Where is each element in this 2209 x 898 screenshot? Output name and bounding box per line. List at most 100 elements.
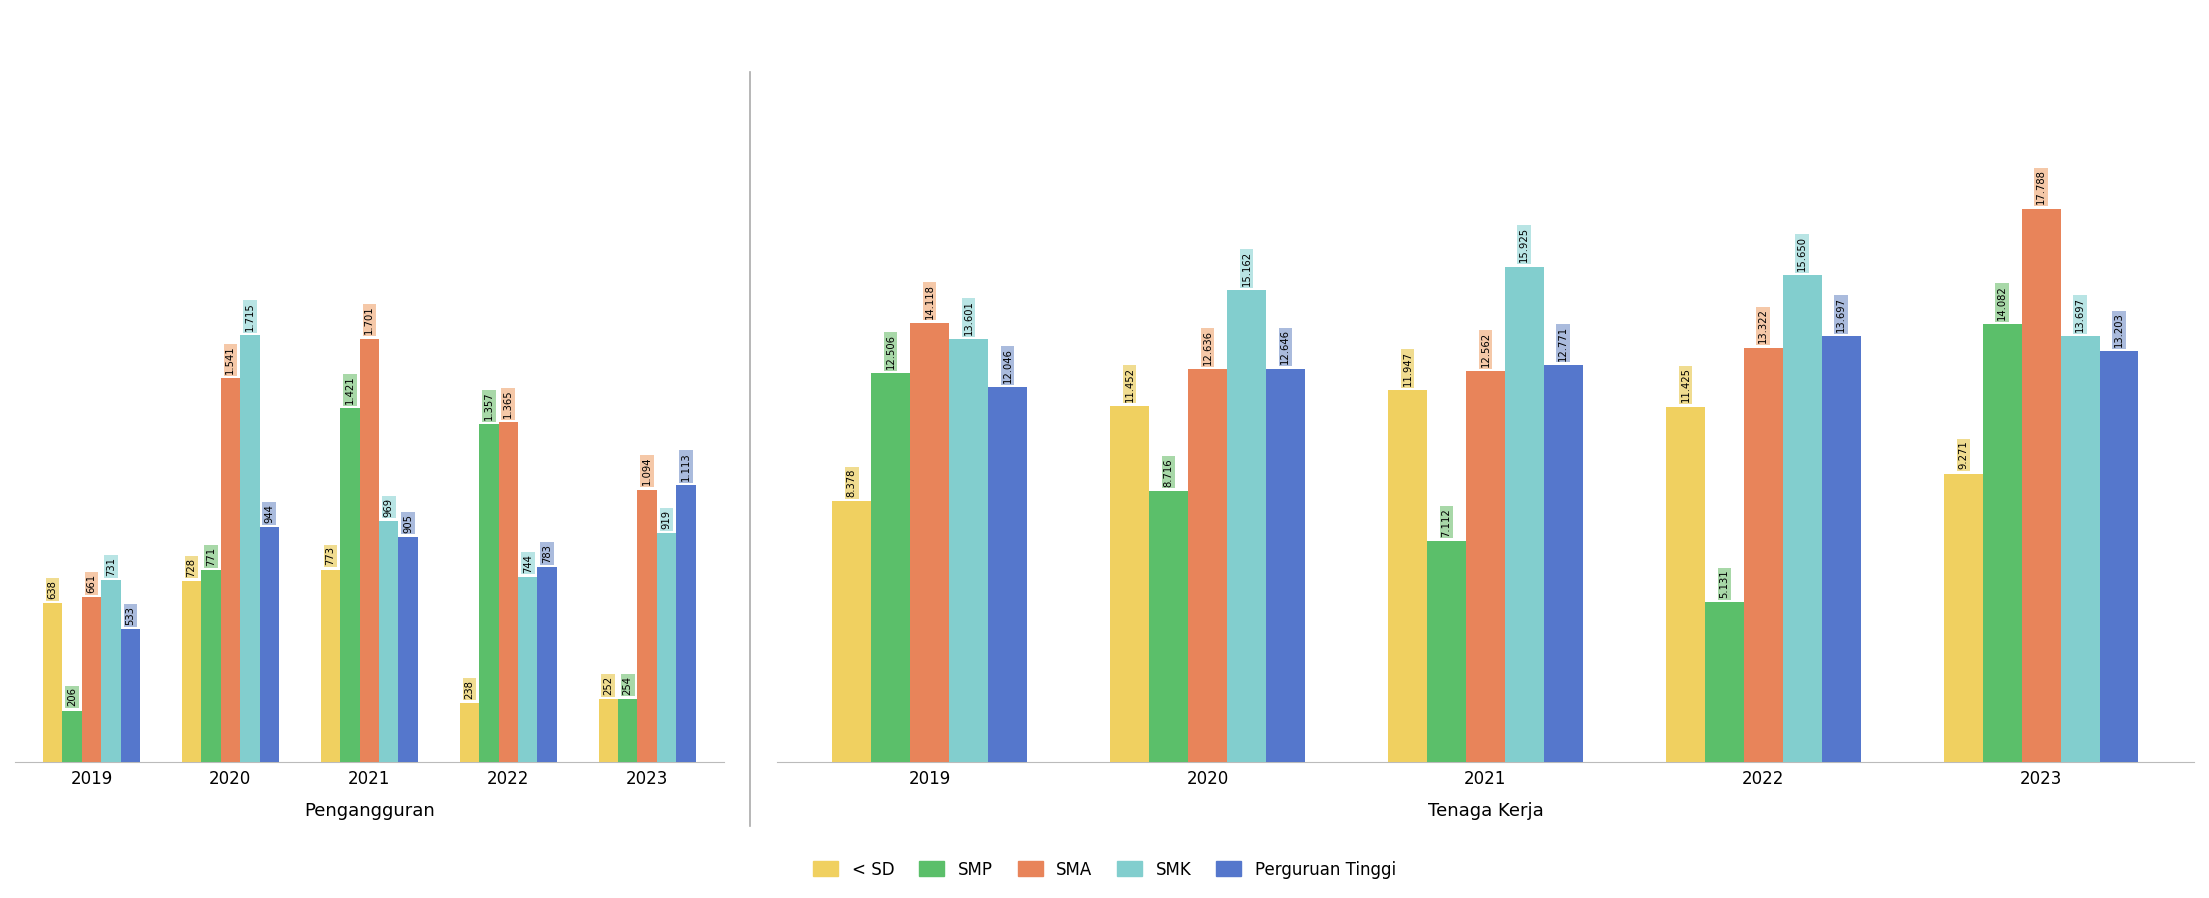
Text: 533: 533 bbox=[126, 606, 135, 625]
Bar bbox=[1944, 473, 1984, 762]
Bar bbox=[2061, 336, 2099, 762]
Text: 12.046: 12.046 bbox=[1003, 348, 1012, 383]
Text: 731: 731 bbox=[106, 557, 115, 576]
Bar bbox=[1467, 371, 1504, 762]
Text: 14.118: 14.118 bbox=[926, 284, 934, 319]
Text: 252: 252 bbox=[603, 676, 614, 695]
Text: 12.771: 12.771 bbox=[1557, 325, 1568, 360]
Bar bbox=[987, 387, 1027, 762]
Text: 8.716: 8.716 bbox=[1164, 458, 1173, 487]
Bar bbox=[1666, 407, 1705, 762]
Text: 728: 728 bbox=[186, 558, 197, 577]
Text: 1.541: 1.541 bbox=[225, 346, 236, 374]
Bar bbox=[2099, 351, 2138, 762]
Text: 12.636: 12.636 bbox=[1202, 330, 1213, 365]
Bar bbox=[870, 373, 910, 762]
Text: 1.701: 1.701 bbox=[364, 306, 373, 334]
Bar bbox=[619, 699, 638, 762]
Text: 14.082: 14.082 bbox=[1997, 285, 2008, 320]
Text: 206: 206 bbox=[66, 688, 77, 707]
Bar bbox=[599, 700, 619, 762]
Text: 12.562: 12.562 bbox=[1480, 332, 1491, 367]
Bar bbox=[833, 501, 870, 762]
Text: 11.452: 11.452 bbox=[1124, 366, 1135, 401]
Text: 12.646: 12.646 bbox=[1281, 330, 1290, 365]
Bar bbox=[121, 629, 139, 762]
Text: 13.322: 13.322 bbox=[1758, 309, 1767, 343]
Bar bbox=[676, 485, 696, 762]
Text: 771: 771 bbox=[205, 547, 216, 566]
Bar bbox=[910, 322, 950, 762]
Text: 8.378: 8.378 bbox=[846, 469, 857, 497]
Bar bbox=[499, 422, 517, 762]
Bar bbox=[42, 603, 62, 762]
Text: 1.113: 1.113 bbox=[680, 452, 691, 480]
Bar bbox=[1783, 275, 1822, 762]
X-axis label: Tenaga Kerja: Tenaga Kerja bbox=[1427, 802, 1544, 820]
Text: 13.601: 13.601 bbox=[963, 300, 974, 335]
Bar bbox=[1544, 365, 1582, 762]
Text: 13.697: 13.697 bbox=[2074, 296, 2085, 331]
Text: 9.271: 9.271 bbox=[1959, 441, 1968, 470]
Text: 15.650: 15.650 bbox=[1798, 236, 1807, 271]
Text: 254: 254 bbox=[623, 675, 632, 694]
Bar bbox=[82, 597, 102, 762]
Text: 744: 744 bbox=[524, 554, 532, 573]
Text: 5.131: 5.131 bbox=[1719, 569, 1730, 598]
Bar bbox=[537, 567, 557, 762]
Text: 17.788: 17.788 bbox=[2037, 170, 2046, 205]
Text: 15.925: 15.925 bbox=[1520, 227, 1529, 262]
Text: 13.697: 13.697 bbox=[1836, 296, 1847, 331]
Bar bbox=[1705, 603, 1743, 762]
Bar bbox=[1504, 267, 1544, 762]
Bar bbox=[1984, 324, 2021, 762]
Bar bbox=[1387, 391, 1427, 762]
Bar bbox=[241, 335, 258, 762]
Text: 12.506: 12.506 bbox=[886, 334, 895, 369]
X-axis label: Pengangguran: Pengangguran bbox=[305, 802, 435, 820]
Bar bbox=[181, 581, 201, 762]
Bar bbox=[479, 424, 499, 762]
Text: 1.094: 1.094 bbox=[643, 457, 652, 486]
Bar bbox=[459, 703, 479, 762]
Bar bbox=[360, 339, 380, 762]
Bar bbox=[1111, 406, 1149, 762]
Bar bbox=[656, 533, 676, 762]
Text: 969: 969 bbox=[384, 497, 393, 516]
Bar bbox=[517, 577, 537, 762]
Text: 1.421: 1.421 bbox=[345, 375, 356, 404]
Bar bbox=[1427, 541, 1467, 762]
Bar bbox=[638, 489, 656, 762]
Text: 783: 783 bbox=[541, 544, 552, 563]
Text: 11.425: 11.425 bbox=[1681, 367, 1690, 402]
Text: 1.365: 1.365 bbox=[504, 390, 512, 418]
Bar bbox=[62, 710, 82, 762]
Text: 1.357: 1.357 bbox=[484, 392, 495, 420]
Bar bbox=[102, 580, 121, 762]
Text: 15.162: 15.162 bbox=[1241, 251, 1250, 286]
Bar bbox=[2021, 208, 2061, 762]
Text: 919: 919 bbox=[663, 510, 672, 529]
Bar bbox=[221, 378, 241, 762]
Bar bbox=[398, 537, 418, 762]
Text: 7.112: 7.112 bbox=[1442, 507, 1451, 536]
Bar bbox=[1226, 290, 1266, 762]
Bar bbox=[1149, 491, 1188, 762]
Bar bbox=[320, 569, 340, 762]
Bar bbox=[340, 409, 360, 762]
Bar bbox=[380, 521, 398, 762]
Text: 944: 944 bbox=[265, 504, 274, 523]
Bar bbox=[258, 527, 278, 762]
Text: 13.203: 13.203 bbox=[2114, 313, 2125, 348]
Bar bbox=[1266, 368, 1306, 762]
Bar bbox=[1743, 348, 1783, 762]
Text: 773: 773 bbox=[325, 546, 336, 566]
Bar bbox=[201, 570, 221, 762]
Legend: < SD, SMP, SMA, SMK, Perguruan Tinggi: < SD, SMP, SMA, SMK, Perguruan Tinggi bbox=[806, 854, 1403, 885]
Text: 661: 661 bbox=[86, 574, 97, 594]
Text: 638: 638 bbox=[49, 580, 57, 599]
Bar bbox=[1188, 369, 1226, 762]
Text: 11.947: 11.947 bbox=[1403, 351, 1412, 386]
Text: 238: 238 bbox=[464, 680, 475, 699]
Text: 905: 905 bbox=[404, 514, 413, 533]
